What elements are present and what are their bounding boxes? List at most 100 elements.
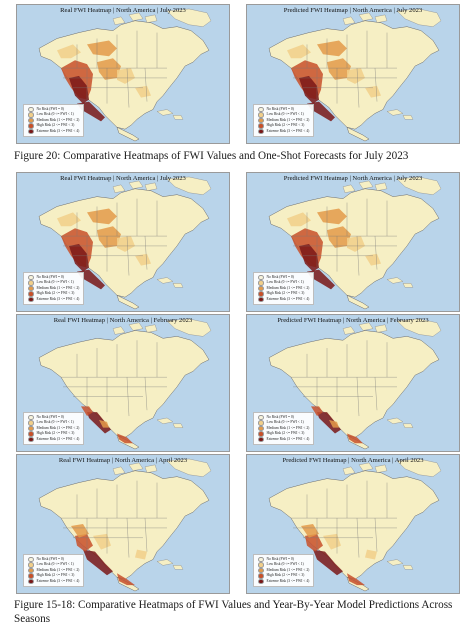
- legend-swatch: [258, 573, 264, 579]
- legend-entry: Low Risk (0 <= FWI < 1): [258, 112, 309, 118]
- legend-swatch: [28, 280, 34, 286]
- figure-caption: Figure 20: Comparative Heatmaps of FWI V…: [14, 150, 409, 162]
- fwi-risk-region: [317, 40, 347, 57]
- fwi-risk-region: [117, 68, 135, 84]
- fwi-risk-region: [97, 58, 121, 80]
- legend-swatch: [28, 274, 34, 280]
- north-america-map: [17, 455, 229, 593]
- legend-swatch: [258, 431, 264, 437]
- heatmap-panel: Real FWI Heatmap | North America | July …: [16, 172, 230, 312]
- legend-entry: No Risk (FWI = 0): [258, 106, 309, 112]
- legend-swatch: [258, 117, 264, 123]
- fwi-risk-region: [83, 549, 113, 576]
- legend-entry: Medium Risk (1 <= FWI < 2): [28, 117, 80, 123]
- legend-label: High Risk (2 <= FWI < 3): [266, 123, 305, 128]
- legend-entry: High Risk (2 <= FWI < 3): [28, 431, 79, 437]
- fwi-risk-region: [327, 58, 351, 80]
- fwi-risk-region: [99, 419, 109, 428]
- fwi-risk-region: [69, 75, 89, 104]
- legend-label: High Risk (2 <= FWI < 3): [266, 431, 305, 436]
- legend-swatch: [258, 420, 264, 426]
- legend-label: High Risk (2 <= FWI < 3): [36, 123, 75, 128]
- legend-label: High Risk (2 <= FWI < 3): [36, 573, 75, 578]
- legend-label: Medium Risk (1 <= FWI < 2): [266, 285, 310, 290]
- legend-label: Medium Risk (1 <= FWI < 2): [36, 117, 80, 122]
- heatmap-legend: No Risk (FWI = 0) Low Risk (0 <= FWI < 1)…: [23, 553, 85, 587]
- legend-label: Low Risk (0 <= FWI < 1): [36, 112, 74, 117]
- fwi-risk-region: [347, 433, 363, 444]
- heatmap-legend: No Risk (FWI = 0) Low Risk (0 <= FWI < 1)…: [23, 411, 85, 445]
- fwi-risk-region: [117, 236, 135, 252]
- legend-swatch: [28, 296, 34, 302]
- fwi-risk-region: [327, 226, 351, 248]
- legend-swatch: [258, 567, 264, 573]
- legend-label: Extreme Risk (3 <= FWI < 4): [36, 436, 80, 441]
- legend-label: No Risk (FWI = 0): [36, 106, 64, 111]
- legend-label: High Risk (2 <= FWI < 3): [266, 573, 305, 578]
- legend-swatch: [28, 431, 34, 437]
- legend-entry: No Risk (FWI = 0): [28, 106, 79, 112]
- legend-swatch: [258, 123, 264, 129]
- fwi-risk-region: [117, 433, 133, 444]
- legend-label: No Risk (FWI = 0): [266, 414, 294, 419]
- legend-label: Extreme Risk (3 <= FWI < 4): [266, 578, 310, 583]
- legend-entry: Extreme Risk (3 <= FWI < 4): [28, 436, 80, 442]
- legend-swatch: [28, 436, 34, 442]
- legend-entry: Low Risk (0 <= FWI < 1): [28, 562, 79, 568]
- legend-label: Medium Risk (1 <= FWI < 2): [36, 425, 80, 430]
- legend-entry: Extreme Risk (3 <= FWI < 4): [28, 296, 79, 302]
- legend-entry: High Risk (2 <= FWI < 3): [258, 291, 309, 297]
- heatmap-panel: Predicted FWI Heatmap | North America | …: [246, 4, 460, 144]
- legend-label: Low Risk (0 <= FWI < 1): [266, 420, 304, 425]
- heatmap-legend: No Risk (FWI = 0) Low Risk (0 <= FWI < 1)…: [253, 271, 315, 305]
- legend-entry: Low Risk (0 <= FWI < 1): [258, 280, 309, 286]
- legend-entry: High Risk (2 <= FWI < 3): [28, 573, 79, 579]
- legend-swatch: [258, 578, 264, 584]
- legend-label: Medium Risk (1 <= FWI < 2): [36, 567, 80, 572]
- legend-label: Medium Risk (1 <= FWI < 2): [266, 567, 310, 572]
- legend-swatch: [258, 296, 264, 302]
- legend-swatch: [258, 291, 264, 297]
- legend-swatch: [28, 573, 34, 579]
- legend-swatch: [28, 420, 34, 426]
- legend-label: No Risk (FWI = 0): [266, 274, 294, 279]
- legend-swatch: [258, 414, 264, 420]
- fwi-risk-region: [365, 549, 377, 560]
- heatmap-title: Predicted FWI Heatmap | North America | …: [277, 317, 429, 324]
- legend-entry: No Risk (FWI = 0): [28, 274, 79, 280]
- legend-entry: High Risk (2 <= FWI < 3): [28, 123, 79, 129]
- legend-entry: High Risk (2 <= FWI < 3): [258, 123, 309, 129]
- legend-entry: Low Risk (0 <= FWI < 1): [258, 562, 309, 568]
- fwi-risk-region: [287, 44, 311, 59]
- fwi-risk-region: [81, 406, 93, 417]
- fwi-risk-region: [135, 85, 151, 98]
- legend-label: Extreme Risk (3 <= FWI < 4): [266, 436, 310, 441]
- legend-swatch: [28, 106, 34, 112]
- fwi-risk-region: [347, 573, 365, 586]
- heatmap-panel: Real FWI Heatmap | North America | Febru…: [16, 314, 230, 452]
- heatmap-legend: No Risk (FWI = 0) Low Risk (0 <= FWI < 1)…: [23, 271, 85, 305]
- legend-swatch: [258, 128, 264, 134]
- legend-label: Low Risk (0 <= FWI < 1): [36, 280, 74, 285]
- fwi-risk-region: [299, 243, 319, 272]
- legend-label: No Risk (FWI = 0): [36, 274, 64, 279]
- legend-label: High Risk (2 <= FWI < 3): [36, 431, 75, 436]
- heatmap-title: Predicted FWI Heatmap | North America | …: [283, 7, 423, 14]
- legend-entry: No Risk (FWI = 0): [258, 414, 309, 420]
- fwi-risk-region: [301, 524, 319, 538]
- legend-entry: Medium Risk (1 <= FWI < 2): [258, 117, 309, 123]
- fwi-risk-region: [57, 212, 81, 227]
- legend-swatch: [28, 556, 34, 562]
- fwi-risk-region: [347, 68, 365, 84]
- legend-swatch: [28, 117, 34, 123]
- heatmap-panel: Predicted FWI Heatmap | North America | …: [246, 172, 460, 312]
- legend-label: Low Risk (0 <= FWI < 1): [36, 562, 74, 567]
- fwi-risk-region: [365, 253, 381, 266]
- heatmap-panel: Real FWI Heatmap | North America | July …: [16, 4, 230, 144]
- legend-label: No Risk (FWI = 0): [36, 414, 64, 419]
- legend-entry: No Risk (FWI = 0): [28, 414, 79, 420]
- legend-swatch: [28, 414, 34, 420]
- fwi-risk-region: [135, 549, 147, 560]
- heatmap-title: Real FWI Heatmap | North America | Febru…: [53, 317, 193, 324]
- legend-label: Medium Risk (1 <= FWI < 2): [36, 285, 80, 290]
